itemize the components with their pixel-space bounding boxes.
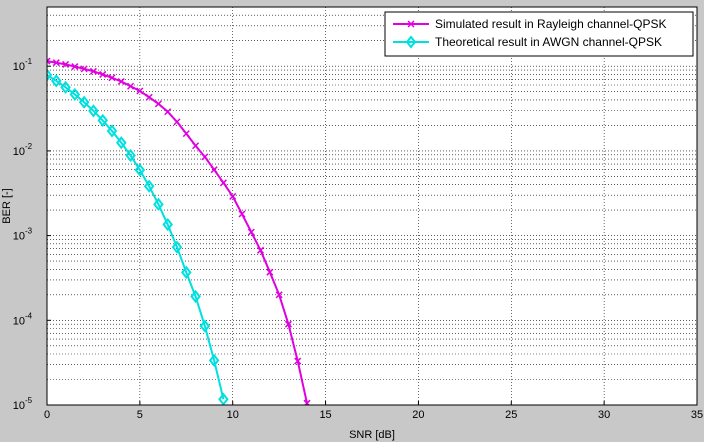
data-point-x-marker bbox=[192, 142, 200, 150]
data-point-diamond-marker bbox=[97, 113, 108, 128]
data-point-diamond-marker bbox=[69, 87, 81, 102]
y-tick-exponent: -3 bbox=[25, 227, 33, 236]
data-point-x-marker bbox=[80, 65, 88, 73]
x-tick-label: 0 bbox=[44, 409, 50, 421]
data-point-x-marker bbox=[117, 77, 125, 86]
y-tick-exponent: -1 bbox=[25, 57, 33, 66]
data-point-x-marker bbox=[154, 100, 162, 108]
y-tick-base: 10 bbox=[13, 146, 25, 158]
data-point-x-marker bbox=[71, 63, 79, 71]
data-point-diamond-marker bbox=[78, 95, 90, 109]
y-tick-base: 10 bbox=[13, 400, 25, 412]
data-point-x-marker bbox=[145, 93, 153, 101]
x-axis-ticks: 0 5 10 15 20 25 30 35 bbox=[44, 401, 703, 421]
data-point-x-marker bbox=[108, 74, 116, 82]
y-tick-base: 10 bbox=[13, 61, 25, 73]
data-point-x-marker bbox=[238, 210, 246, 218]
data-point-x-marker bbox=[52, 59, 60, 67]
data-point-diamond-marker bbox=[125, 148, 136, 163]
y-tick-label: 10 bbox=[13, 400, 25, 412]
data-point-x-marker bbox=[62, 60, 70, 68]
data-point-x-marker bbox=[99, 70, 107, 78]
data-point-diamond-marker bbox=[134, 163, 146, 177]
data-point-diamond-marker bbox=[208, 353, 220, 368]
data-point-diamond-marker bbox=[47, 68, 53, 82]
data-point-x-marker bbox=[257, 246, 265, 254]
data-point-diamond-marker bbox=[88, 104, 99, 118]
data-point-diamond-marker bbox=[153, 197, 164, 211]
y-axis-ticks: 10-110-210-310-410-5 bbox=[13, 57, 51, 412]
data-point-x-marker bbox=[275, 291, 283, 299]
y-tick-base: 10 bbox=[13, 315, 25, 327]
x-tick-label: 15 bbox=[319, 409, 331, 421]
y-tick-label: 10 bbox=[13, 231, 25, 243]
data-point-x-marker bbox=[127, 82, 135, 90]
data-point-diamond-marker bbox=[218, 392, 229, 405]
data-point-diamond-marker bbox=[181, 265, 192, 279]
data-point-x-marker bbox=[173, 118, 181, 126]
legend-label: Simulated result in Rayleigh channel-QPS… bbox=[435, 17, 666, 31]
y-tick-label: 10 bbox=[13, 61, 25, 73]
grid-lines bbox=[47, 7, 697, 405]
series-group bbox=[47, 57, 311, 405]
data-point-diamond-marker bbox=[60, 80, 71, 94]
series-line bbox=[47, 60, 309, 405]
y-tick-label: 10 bbox=[13, 146, 25, 158]
legend: Simulated result in Rayleigh channel-QPS… bbox=[384, 11, 694, 57]
data-point-x-marker bbox=[201, 153, 209, 161]
legend-label: Theoretical result in AWGN channel-QPSK bbox=[435, 35, 662, 49]
data-point-x-marker bbox=[89, 67, 97, 75]
data-point-diamond-marker bbox=[190, 289, 201, 304]
series-2 bbox=[47, 68, 229, 405]
legend-box bbox=[384, 11, 694, 57]
data-point-x-marker bbox=[303, 399, 311, 405]
data-point-x-marker bbox=[229, 192, 237, 200]
data-point-x-marker bbox=[219, 179, 227, 187]
plot-area bbox=[47, 7, 697, 405]
x-tick-label: 10 bbox=[227, 409, 239, 421]
data-point-x-marker bbox=[294, 357, 302, 365]
data-point-x-marker bbox=[47, 57, 51, 65]
legend-item: Theoretical result in AWGN channel-QPSK bbox=[393, 35, 662, 49]
data-point-x-marker bbox=[210, 166, 218, 174]
data-point-x-marker bbox=[407, 20, 415, 28]
data-point-diamond-marker bbox=[171, 240, 183, 254]
data-point-diamond-marker bbox=[162, 217, 173, 232]
plot-frame bbox=[46, 6, 698, 406]
data-point-x-marker bbox=[182, 130, 190, 138]
x-axis-label: SNR [dB] bbox=[349, 429, 395, 441]
data-point-diamond-marker bbox=[143, 179, 155, 193]
data-point-diamond-marker bbox=[199, 319, 211, 333]
data-point-x-marker bbox=[164, 108, 172, 116]
y-tick-exponent: -5 bbox=[25, 396, 33, 405]
x-tick-label: 25 bbox=[505, 409, 517, 421]
data-point-x-marker bbox=[136, 87, 144, 95]
data-point-diamond-marker bbox=[116, 136, 127, 150]
x-tick-label: 5 bbox=[137, 409, 143, 421]
data-point-diamond-marker bbox=[106, 124, 118, 138]
legend-item: Simulated result in Rayleigh channel-QPS… bbox=[393, 17, 666, 31]
y-tick-label: 10 bbox=[13, 315, 25, 327]
data-point-x-marker bbox=[284, 320, 292, 328]
series-1 bbox=[47, 57, 311, 405]
x-tick-label: 35 bbox=[691, 409, 703, 421]
y-tick-base: 10 bbox=[13, 231, 25, 243]
x-tick-label: 20 bbox=[412, 409, 424, 421]
x-tick-label: 30 bbox=[598, 409, 610, 421]
data-point-diamond-marker bbox=[51, 74, 62, 88]
data-point-x-marker bbox=[266, 268, 274, 276]
data-point-diamond-marker bbox=[405, 35, 417, 49]
y-tick-exponent: -2 bbox=[25, 142, 33, 151]
data-point-x-marker bbox=[247, 228, 255, 236]
y-axis-label: BER [-] bbox=[1, 188, 13, 223]
y-tick-exponent: -4 bbox=[25, 311, 33, 320]
